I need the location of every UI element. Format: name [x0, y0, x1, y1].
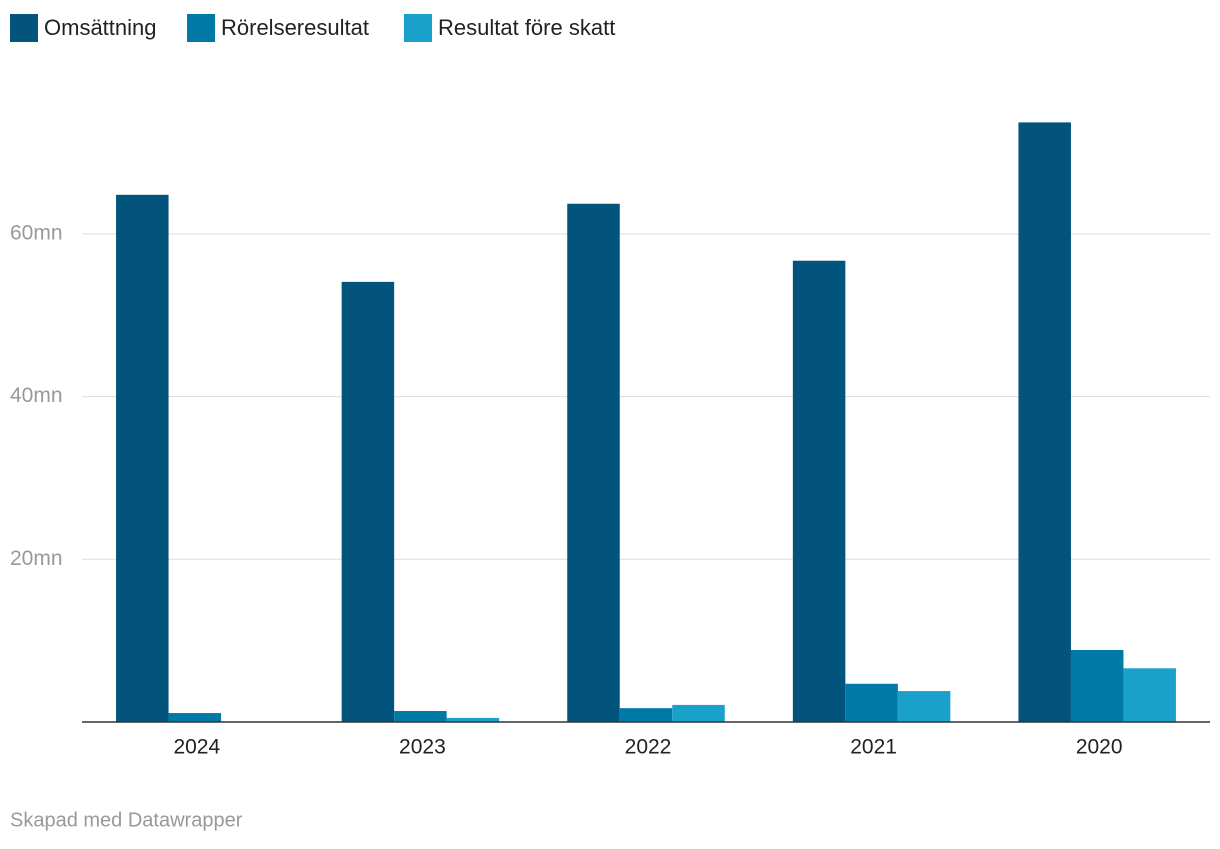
- bar: [1123, 668, 1176, 722]
- footer: Skapad med Datawrapper: [10, 809, 243, 831]
- x-tick-label: 2021: [850, 736, 897, 759]
- legend-label: Rörelseresultat: [221, 15, 369, 40]
- bar: [446, 717, 500, 722]
- bar: [845, 683, 898, 722]
- bar: [168, 713, 222, 722]
- bar: [341, 281, 395, 722]
- x-tick-label: 2024: [173, 736, 220, 759]
- y-tick-label: 20mn: [10, 547, 63, 570]
- legend-swatch: [404, 14, 432, 42]
- legend-swatch: [10, 14, 38, 42]
- legend-label: Resultat före skatt: [438, 15, 615, 40]
- bar: [672, 704, 725, 722]
- bar: [567, 203, 620, 723]
- bar: [394, 711, 447, 722]
- x-tick-label: 2023: [399, 736, 446, 759]
- bar: [897, 691, 951, 722]
- y-tick-label: 60mn: [10, 221, 63, 244]
- y-tick-label: 40mn: [10, 384, 63, 407]
- legend-swatch: [187, 14, 215, 42]
- bar: [619, 708, 673, 722]
- bar: [792, 260, 846, 722]
- bar: [1018, 122, 1071, 722]
- x-tick-label: 2020: [1076, 736, 1123, 759]
- x-tick-label: 2022: [625, 736, 672, 759]
- bar: [1070, 650, 1124, 722]
- legend-label: Omsättning: [44, 15, 157, 40]
- bar: [116, 194, 169, 723]
